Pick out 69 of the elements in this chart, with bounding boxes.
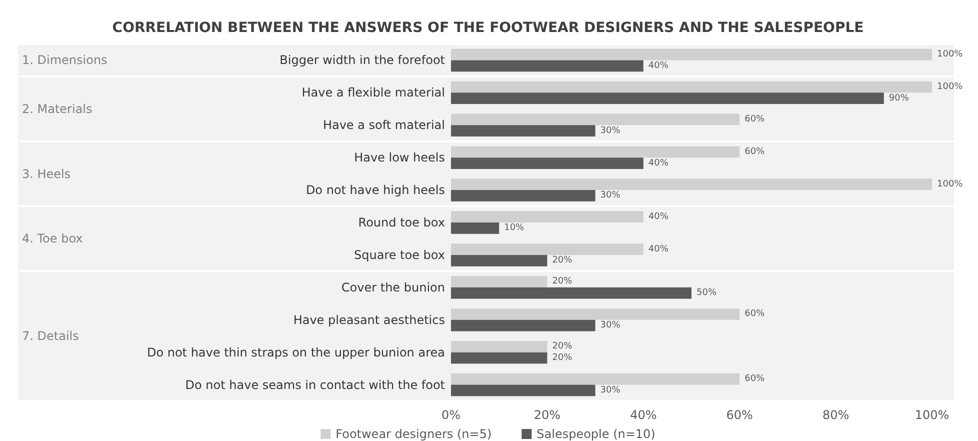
bar: [451, 244, 644, 255]
data-label: 60%: [744, 374, 766, 384]
legend-label: Salespeople (n=10): [536, 427, 656, 441]
data-label: 90%: [888, 93, 910, 104]
bar: [451, 384, 596, 396]
chart-title: CORRELATION BETWEEN THE ANSWERS OF THE FOOTWEAR DESIGNERS AND THE SALESPEOPLE: [112, 20, 864, 36]
bar: [451, 373, 740, 385]
x-tick-label: 20%: [534, 408, 561, 422]
bar: [451, 178, 932, 190]
data-label: 20%: [552, 276, 573, 287]
data-label: 20%: [552, 353, 573, 363]
data-label: 30%: [600, 320, 621, 331]
data-label: 60%: [744, 309, 766, 320]
data-label: 20%: [552, 256, 573, 266]
x-tick-label: 40%: [630, 408, 657, 422]
bar: [451, 190, 596, 202]
bar: [451, 276, 548, 288]
band-label: 1. Dimensions: [22, 53, 108, 68]
x-tick-label: 100%: [914, 408, 950, 422]
x-tick-label: 80%: [822, 408, 850, 422]
bar: [451, 352, 548, 364]
y-tick-label: Have pleasant aesthetics: [293, 312, 445, 327]
data-label: 40%: [648, 244, 669, 254]
y-tick-label: Cover the bunion: [341, 280, 445, 294]
bar: [451, 92, 884, 104]
bar: [451, 81, 932, 93]
legend-label: Footwear designers (n=5): [336, 427, 492, 441]
y-tick-label: Square toe box: [354, 248, 445, 262]
bar: [451, 340, 548, 352]
y-tick-label: Have a soft material: [322, 118, 445, 132]
y-tick-label: Do not have thin straps on the upper bunion area: [146, 345, 445, 360]
band-label: 4. Toe box: [22, 232, 83, 246]
y-tick-label: Round toe box: [358, 216, 445, 230]
bar: [451, 60, 644, 72]
data-label: 50%: [696, 288, 717, 298]
data-label: 40%: [648, 158, 669, 168]
bar: [451, 308, 740, 320]
bar: [451, 146, 740, 158]
data-label: 30%: [600, 385, 621, 396]
bar: [451, 254, 548, 266]
data-label: 60%: [744, 146, 766, 157]
band-label: 3. Heels: [22, 166, 71, 181]
bar: [451, 158, 644, 169]
data-label: 40%: [648, 60, 669, 71]
x-tick-label: 60%: [726, 408, 753, 422]
y-tick-label: Do not have seams in contact with the foot: [185, 378, 446, 392]
bar: [451, 320, 596, 332]
data-label: 100%: [937, 50, 964, 60]
data-label: 100%: [937, 179, 964, 190]
bar: [451, 211, 644, 222]
bar: [451, 287, 692, 299]
y-tick-label: Bigger width in the forefoot: [280, 53, 446, 68]
data-label: 40%: [648, 212, 669, 222]
data-label: 30%: [600, 190, 621, 201]
data-label: 60%: [744, 114, 766, 124]
bar: [451, 48, 932, 60]
data-label: 20%: [552, 342, 573, 352]
y-tick-label: Have low heels: [354, 150, 445, 165]
data-label: 30%: [600, 126, 621, 136]
bar: [451, 114, 740, 126]
x-tick-label: 0%: [441, 408, 461, 422]
data-label: 10%: [504, 223, 525, 234]
y-tick-label: Have a flexible material: [302, 86, 445, 100]
bar: [451, 222, 500, 234]
data-label: 100%: [937, 82, 964, 92]
band-label: 7. Details: [22, 329, 79, 344]
band-label: 2. Materials: [22, 102, 92, 116]
y-tick-label: Do not have high heels: [306, 183, 445, 198]
bar: [451, 125, 596, 136]
